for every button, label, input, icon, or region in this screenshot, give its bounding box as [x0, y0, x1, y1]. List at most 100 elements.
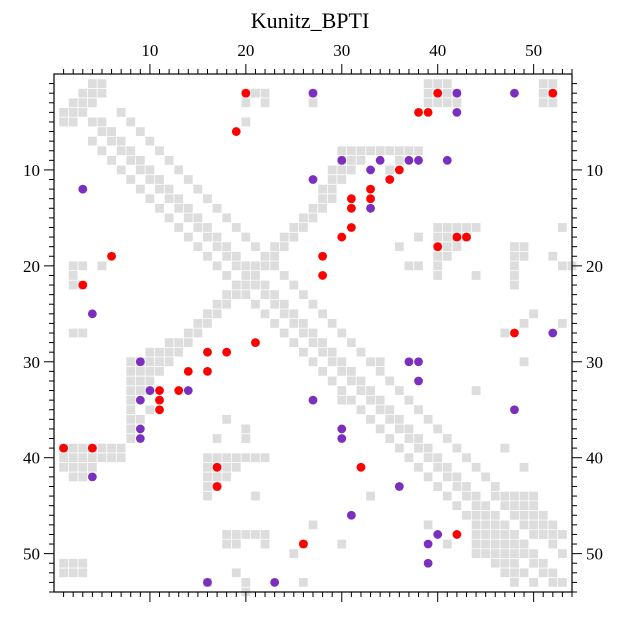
- contact-map-cell: [203, 482, 212, 491]
- contact-map-cell: [510, 271, 519, 280]
- contact-point: [404, 155, 414, 165]
- contact-map-cell: [433, 453, 443, 463]
- contact-map-cell: [270, 290, 280, 300]
- contact-map-cell: [356, 146, 366, 156]
- contact-map-cell: [241, 271, 251, 280]
- contact-map-cell: [97, 127, 107, 136]
- contact-map-cell: [231, 453, 241, 463]
- contact-map-cell: [260, 453, 270, 463]
- contact-point: [423, 107, 433, 117]
- contact-map-cell: [510, 539, 519, 549]
- contact-map-cell: [442, 472, 452, 482]
- contact-map-cell: [337, 357, 347, 367]
- contact-map-cell: [78, 453, 88, 463]
- contact-point: [299, 539, 308, 549]
- contact-map-cell: [471, 520, 481, 530]
- contact-map-cell: [78, 443, 88, 453]
- contact-map-cell: [308, 299, 318, 309]
- contact-map-cell: [490, 558, 500, 568]
- contact-map-cell: [500, 491, 510, 501]
- contact-map-cell: [126, 386, 136, 395]
- contact-map-cell: [337, 175, 347, 184]
- contact-point: [203, 347, 212, 357]
- contact-map-cell: [97, 261, 107, 271]
- contact-map-cell: [145, 194, 155, 204]
- contact-map-cell: [356, 386, 366, 395]
- contact-map-cell: [116, 107, 126, 117]
- contact-map-cell: [260, 280, 270, 290]
- contact-map-cell: [375, 405, 385, 415]
- contact-map-cell: [500, 501, 510, 511]
- contact-map-cell: [529, 578, 539, 587]
- contact-map-cell: [174, 347, 184, 357]
- contact-map-cell: [337, 395, 347, 405]
- contact-point: [135, 395, 145, 405]
- contact-map-cell: [519, 568, 529, 578]
- contact-map-cell: [471, 549, 481, 559]
- contact-point: [59, 443, 68, 453]
- contact-map-cell: [327, 165, 337, 175]
- contact-map-cell: [135, 386, 145, 395]
- contact-map-cell: [241, 530, 251, 539]
- contact-map-cell: [241, 280, 251, 290]
- contact-map-cell: [500, 539, 510, 549]
- contact-map-cell: [366, 386, 375, 395]
- contact-map-cell: [510, 510, 519, 520]
- contact-map-cell: [87, 462, 97, 472]
- contact-map-cell: [251, 88, 260, 98]
- contact-map-cell: [135, 184, 145, 194]
- contact-map-cell: [107, 155, 116, 165]
- contact-map-cell: [490, 482, 500, 491]
- contact-map-cell: [231, 462, 241, 472]
- contact-map-cell: [126, 175, 136, 184]
- contact-map-cell: [97, 146, 107, 156]
- contact-point: [423, 558, 433, 568]
- contact-map-cell: [78, 558, 88, 568]
- contact-map-cell: [471, 223, 481, 232]
- contact-point: [346, 223, 356, 232]
- contact-map-cell: [279, 232, 289, 242]
- contact-map-cell: [222, 530, 232, 539]
- contact-map-cell: [289, 338, 299, 347]
- contact-map-cell: [356, 155, 366, 165]
- contact-map-cell: [414, 462, 423, 472]
- contact-point: [510, 88, 519, 98]
- contact-map-cell: [203, 462, 212, 472]
- contact-map-cell: [510, 530, 519, 539]
- contact-map-cell: [318, 347, 327, 357]
- contact-map-cell: [203, 472, 212, 482]
- contact-map-cell: [59, 117, 68, 127]
- contact-map-cell: [183, 175, 193, 184]
- contact-point: [462, 232, 471, 242]
- contact-point: [346, 510, 356, 520]
- contact-map-cell: [222, 213, 232, 223]
- contact-map-cell: [308, 98, 318, 108]
- contact-map-cell: [212, 203, 222, 213]
- contact-map-cell: [538, 530, 548, 539]
- contact-point: [155, 405, 164, 415]
- contact-map-cell: [510, 261, 519, 271]
- contact-map-cell: [260, 290, 270, 300]
- contact-map-cell: [442, 491, 452, 501]
- contact-point: [366, 203, 375, 213]
- contact-map-cell: [193, 223, 203, 232]
- contact-map-cell: [442, 251, 452, 261]
- contact-map-cell: [327, 184, 337, 194]
- contact-map-cell: [481, 510, 491, 520]
- contact-map-cell: [260, 261, 270, 271]
- contact-map-cell: [68, 453, 78, 463]
- contact-point: [414, 155, 423, 165]
- contact-map-cell: [423, 520, 433, 530]
- contact-map-cell: [500, 443, 510, 453]
- contact-map-cell: [68, 271, 78, 280]
- contact-points: [59, 88, 558, 587]
- contact-map-cell: [356, 376, 366, 386]
- contact-point: [183, 366, 193, 376]
- contact-map-cell: [251, 299, 260, 309]
- contact-point: [452, 107, 462, 117]
- contact-map-cell: [260, 98, 270, 108]
- contact-map-cell: [423, 88, 433, 98]
- contact-map-cell: [538, 520, 548, 530]
- contact-map-cell: [107, 443, 116, 453]
- contact-point: [548, 88, 558, 98]
